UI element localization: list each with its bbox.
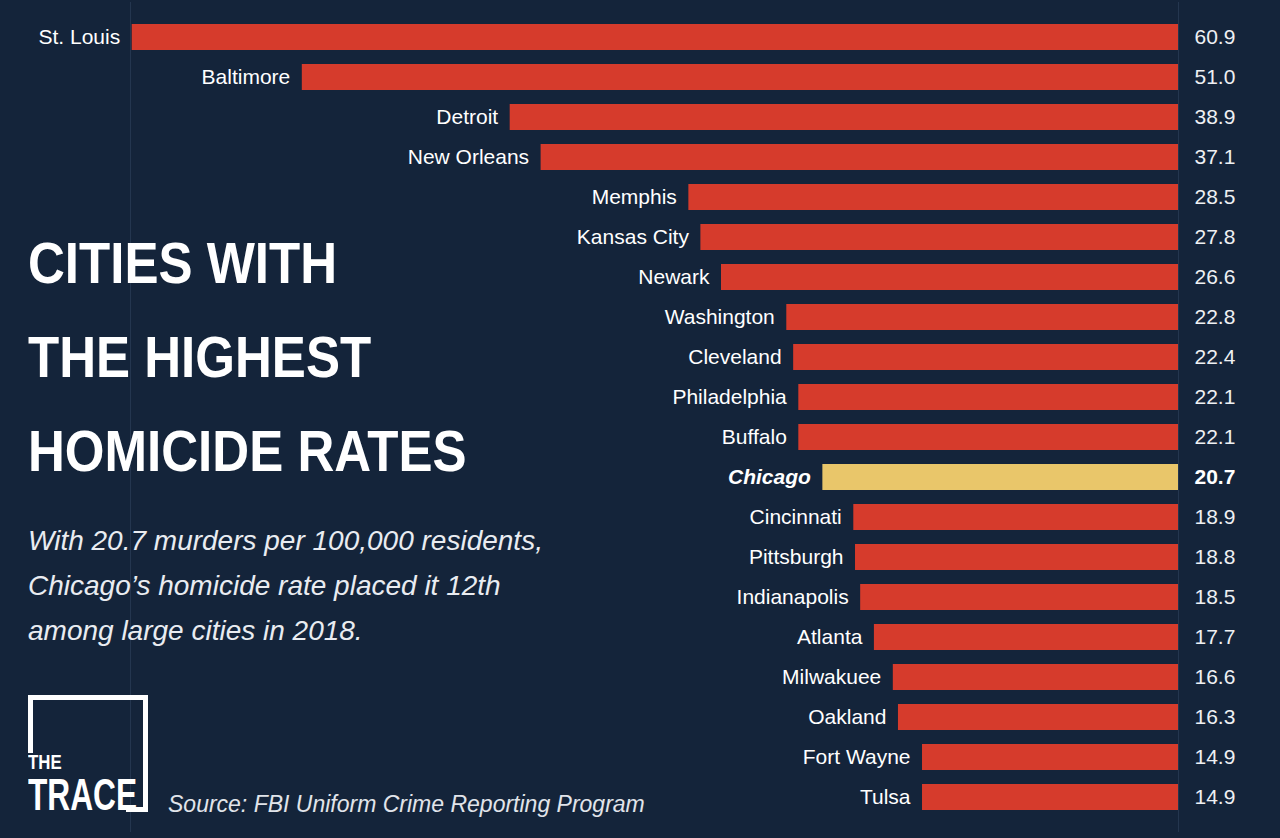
svg-text:St. Louis: St. Louis [38, 25, 120, 48]
svg-text:Philadelphia: Philadelphia [672, 385, 787, 408]
html-text:CITIES WITH THE HIGHEST HOMICI: CITIES WITH THE HIGHEST HOMICIDE RATES [28, 230, 467, 483]
svg-text:Atlanta: Atlanta [797, 625, 863, 648]
svg-text:37.1: 37.1 [1195, 145, 1236, 168]
svg-text:Fort Wayne: Fort Wayne [803, 745, 911, 768]
svg-text:Chicago: Chicago [728, 465, 811, 488]
svg-text:Cleveland: Cleveland [688, 345, 781, 368]
svg-text:51.0: 51.0 [1195, 65, 1236, 88]
svg-text:Detroit: Detroit [436, 105, 498, 128]
svg-text:14.9: 14.9 [1195, 745, 1236, 768]
svg-text:22.1: 22.1 [1195, 425, 1236, 448]
svg-text:Oakland: Oakland [808, 705, 886, 728]
svg-text:28.5: 28.5 [1195, 185, 1236, 208]
svg-text:Pittsburgh: Pittsburgh [749, 545, 844, 568]
svg-text:Memphis: Memphis [592, 185, 677, 208]
svg-text:17.7: 17.7 [1195, 625, 1236, 648]
svg-text:Baltimore: Baltimore [202, 65, 291, 88]
svg-text:27.8: 27.8 [1195, 225, 1236, 248]
html-text:TRACE: TRACE [28, 770, 138, 819]
svg-text:Milwakuee: Milwakuee [782, 665, 881, 688]
svg-text:18.8: 18.8 [1195, 545, 1236, 568]
svg-text:Cincinnati: Cincinnati [750, 505, 842, 528]
svg-text:20.7: 20.7 [1195, 465, 1236, 488]
svg-text:60.9: 60.9 [1195, 25, 1236, 48]
svg-text:16.6: 16.6 [1195, 665, 1236, 688]
svg-text:Buffalo: Buffalo [722, 425, 787, 448]
svg-text:Washington: Washington [665, 305, 775, 328]
svg-text:26.6: 26.6 [1195, 265, 1236, 288]
svg-text:22.8: 22.8 [1195, 305, 1236, 328]
svg-text:14.9: 14.9 [1195, 785, 1236, 808]
svg-text:Kansas City: Kansas City [577, 225, 690, 248]
svg-text:22.4: 22.4 [1195, 345, 1236, 368]
svg-text:18.5: 18.5 [1195, 585, 1236, 608]
html-text:With 20.7 murders per 100,000: With 20.7 murders per 100,000 residents,… [28, 525, 543, 646]
svg-text:16.3: 16.3 [1195, 705, 1236, 728]
svg-text:22.1: 22.1 [1195, 385, 1236, 408]
svg-text:Tulsa: Tulsa [860, 785, 911, 808]
svg-text:Newark: Newark [638, 265, 710, 288]
svg-text:38.9: 38.9 [1195, 105, 1236, 128]
svg-text:18.9: 18.9 [1195, 505, 1236, 528]
html-text:THE: THE [28, 750, 62, 773]
html-text:Source: FBI Uniform Crime Repo: Source: FBI Uniform Crime Reporting Prog… [168, 791, 645, 817]
svg-text:New Orleans: New Orleans [408, 145, 529, 168]
svg-text:Indianapolis: Indianapolis [737, 585, 849, 608]
